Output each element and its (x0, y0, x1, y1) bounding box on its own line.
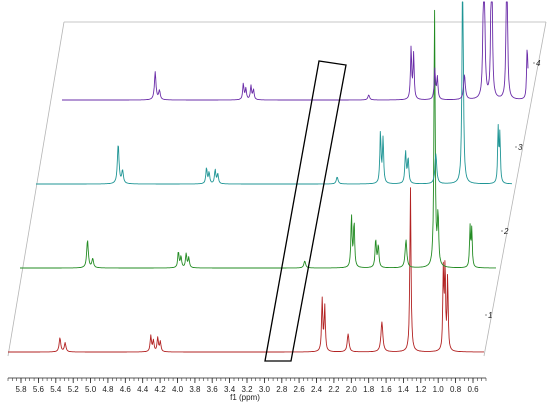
x-axis-title: f1 (ppm) (230, 393, 260, 402)
x-tick-label: 1.4 (398, 385, 410, 394)
x-tick-label: 2.2 (328, 385, 340, 394)
x-tick-label: 2.6 (294, 385, 306, 394)
x-tick-label: 5.0 (85, 385, 97, 394)
x-tick-label: 3.0 (259, 385, 271, 394)
x-tick-label: 2.4 (311, 385, 323, 394)
x-tick-label: 5.4 (50, 385, 62, 394)
x-tick-label: 2.0 (346, 385, 358, 394)
highlight-box-group (264, 60, 347, 362)
x-tick-label: 0.6 (467, 385, 479, 394)
spectrum-trace-2 (20, 9, 496, 269)
spectrum-trace-4 (62, 1, 529, 101)
x-tick-label: 2.8 (276, 385, 288, 394)
x-tick-label: 4.0 (172, 385, 184, 394)
x-tick-label: 3.2 (241, 385, 253, 394)
trace-label-1: 1 (488, 311, 492, 320)
x-tick-label: 5.8 (15, 385, 27, 394)
spectrum-trace-1 (8, 187, 484, 353)
spectrum-trace-3 (36, 1, 512, 185)
x-tick-label: 3.4 (224, 385, 236, 394)
x-axis: 5.8 5.6 5.4 5.2 5.0 4.8 4.6 4.4 4.2 4.0 3.8 3.6 3.4 3… (7, 377, 487, 394)
frame-right-edge (483, 21, 547, 357)
stacking-frame (7, 21, 547, 357)
x-tick-label: 0.8 (450, 385, 462, 394)
x-tick-label: 4.6 (120, 385, 132, 394)
trace-label-3: 3 (518, 143, 523, 152)
trace-label-group: 1 2 3 4 (485, 59, 541, 320)
x-tick-label: 4.4 (137, 385, 149, 394)
x-tick-label: 1.2 (415, 385, 427, 394)
highlight-box (264, 60, 347, 362)
x-tick-label: 5.6 (33, 385, 45, 394)
frame-left-edge (7, 21, 65, 357)
x-tick-label: 1.8 (363, 385, 375, 394)
trace-label-4: 4 (536, 59, 541, 68)
trace-label-2: 2 (503, 227, 509, 236)
x-tick-label: 5.2 (68, 385, 80, 394)
x-tick-label: 1.0 (433, 385, 445, 394)
spectra-group (8, 1, 529, 353)
x-tick-label: 4.8 (102, 385, 114, 394)
x-tick-label: 4.2 (155, 385, 167, 394)
x-tick-label: 1.6 (381, 385, 393, 394)
x-tick-label: 3.6 (207, 385, 219, 394)
x-tick-label: 3.8 (189, 385, 201, 394)
